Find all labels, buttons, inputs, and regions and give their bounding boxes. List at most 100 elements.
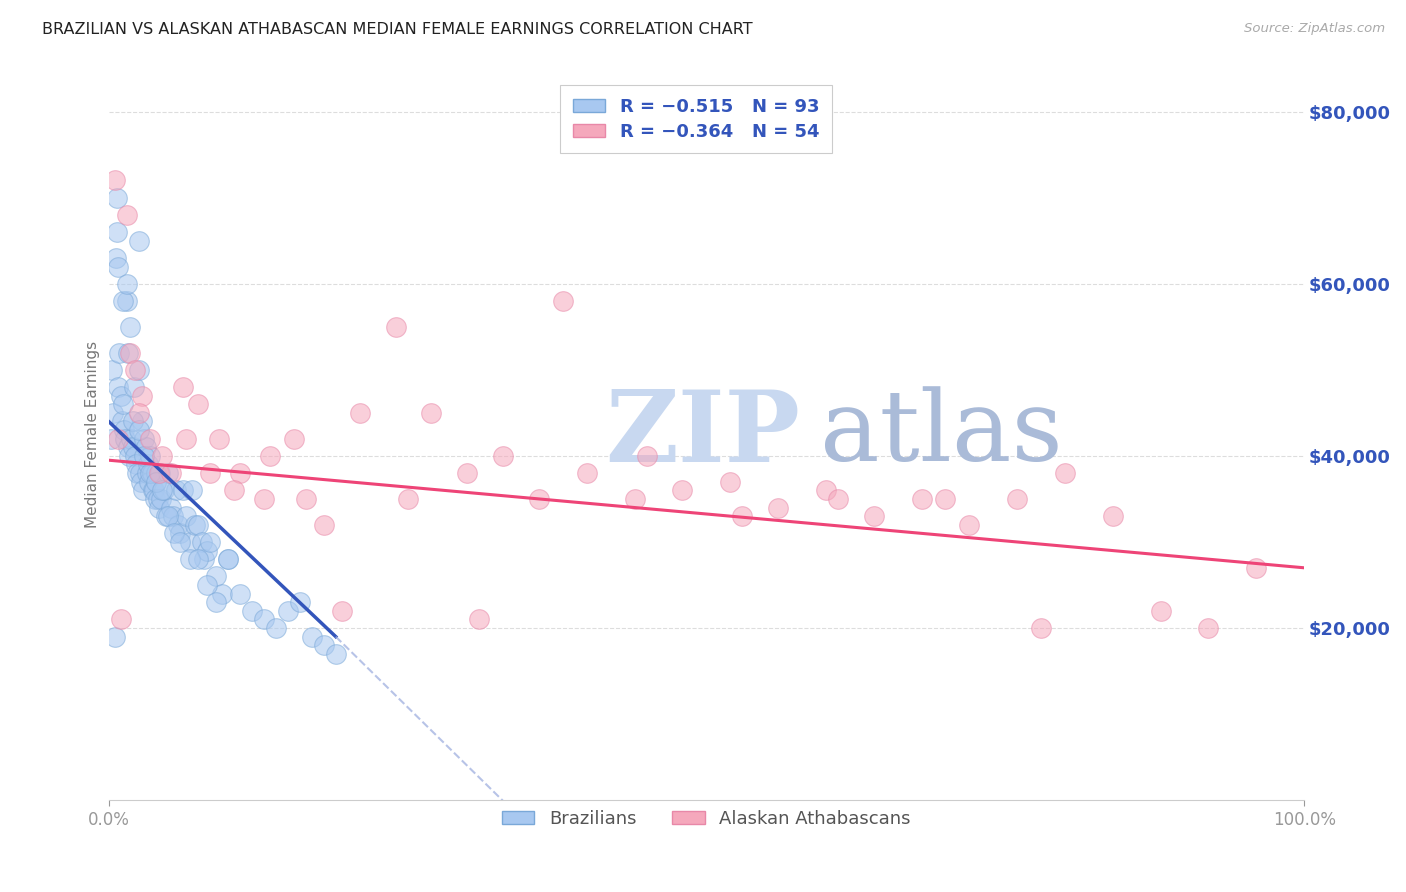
Point	[128, 363, 150, 377]
Point	[112, 423, 135, 437]
Point	[107, 380, 129, 394]
Point	[148, 466, 170, 480]
Point	[121, 440, 143, 454]
Point	[110, 612, 132, 626]
Point	[169, 535, 191, 549]
Point	[211, 586, 233, 600]
Point	[107, 260, 129, 274]
Point	[301, 630, 323, 644]
Point	[136, 458, 159, 472]
Point	[120, 432, 142, 446]
Point	[179, 552, 201, 566]
Point	[159, 500, 181, 515]
Point	[145, 466, 167, 480]
Point	[104, 630, 127, 644]
Point	[105, 191, 128, 205]
Point	[283, 432, 305, 446]
Point	[111, 397, 134, 411]
Point	[101, 363, 124, 377]
Point	[187, 552, 209, 566]
Point	[111, 414, 134, 428]
Point	[934, 491, 956, 506]
Point	[107, 432, 129, 446]
Point	[195, 543, 218, 558]
Point	[129, 475, 152, 489]
Point	[1198, 621, 1220, 635]
Point	[217, 552, 239, 566]
Point	[115, 208, 138, 222]
Point	[127, 466, 149, 480]
Point	[420, 406, 443, 420]
Point	[814, 483, 837, 498]
Point	[110, 389, 132, 403]
Point	[229, 466, 252, 480]
Point	[325, 647, 347, 661]
Point	[152, 449, 174, 463]
Point	[1246, 561, 1268, 575]
Point	[957, 517, 980, 532]
Point	[195, 578, 218, 592]
Point	[104, 251, 127, 265]
Point	[165, 483, 187, 498]
Point	[264, 621, 287, 635]
Point	[105, 225, 128, 239]
Point	[108, 345, 131, 359]
Point	[138, 475, 160, 489]
Point	[193, 552, 215, 566]
Point	[139, 449, 162, 463]
Point	[149, 466, 172, 480]
Point	[827, 491, 849, 506]
Point	[152, 483, 174, 498]
Point	[128, 406, 150, 420]
Point	[1102, 509, 1125, 524]
Text: atlas: atlas	[820, 386, 1063, 483]
Point	[128, 466, 150, 480]
Point	[103, 406, 125, 420]
Point	[134, 432, 156, 446]
Point	[1005, 491, 1028, 506]
Point	[288, 595, 311, 609]
Point	[124, 449, 146, 463]
Point	[148, 500, 170, 515]
Point	[551, 293, 574, 308]
Point	[224, 483, 246, 498]
Point	[115, 293, 138, 308]
Point	[181, 483, 204, 498]
Point	[146, 491, 169, 506]
Point	[200, 535, 222, 549]
Point	[623, 491, 645, 506]
Point	[162, 509, 184, 524]
Text: Source: ZipAtlas.com: Source: ZipAtlas.com	[1244, 22, 1385, 36]
Point	[132, 483, 155, 498]
Point	[152, 483, 174, 498]
Y-axis label: Median Female Earnings: Median Female Earnings	[86, 341, 100, 528]
Point	[155, 509, 177, 524]
Point	[145, 475, 167, 489]
Point	[122, 380, 145, 394]
Point	[200, 466, 222, 480]
Point	[179, 535, 201, 549]
Point	[187, 397, 209, 411]
Point	[141, 466, 163, 480]
Point	[259, 449, 281, 463]
Point	[731, 509, 754, 524]
Point	[176, 509, 198, 524]
Point	[100, 432, 122, 446]
Point	[240, 604, 263, 618]
Point	[575, 466, 598, 480]
Point	[718, 475, 741, 489]
Point	[163, 526, 186, 541]
Point	[114, 432, 136, 446]
Point	[150, 491, 173, 506]
Point	[128, 423, 150, 437]
Point	[191, 535, 214, 549]
Point	[134, 449, 156, 463]
Point	[139, 466, 162, 480]
Point	[468, 612, 491, 626]
Point	[1150, 604, 1173, 618]
Point	[492, 449, 515, 463]
Point	[205, 569, 228, 583]
Point	[142, 483, 165, 498]
Point	[135, 466, 157, 480]
Point	[128, 234, 150, 248]
